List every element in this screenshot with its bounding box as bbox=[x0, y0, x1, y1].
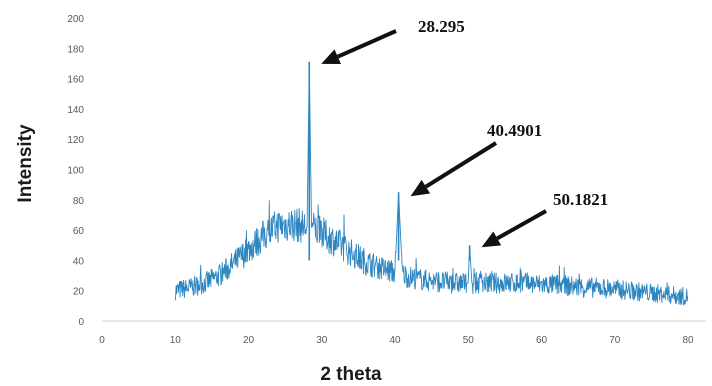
plot-area bbox=[174, 61, 689, 306]
diffraction-trace bbox=[174, 64, 689, 306]
y-tick-label: 180 bbox=[67, 44, 84, 55]
y-tick-label: 200 bbox=[67, 14, 84, 25]
peak-label: 50.1821 bbox=[553, 190, 608, 209]
x-tick-label: 30 bbox=[316, 335, 328, 346]
y-tick-label: 160 bbox=[67, 75, 84, 86]
x-tick-label: 70 bbox=[609, 335, 621, 346]
peak-label: 28.295 bbox=[418, 17, 465, 36]
x-tick-label: 10 bbox=[170, 335, 182, 346]
annotation-arrow-shaft bbox=[424, 141, 498, 189]
y-axis-title: Intensity bbox=[15, 124, 36, 203]
y-tick-label: 100 bbox=[67, 166, 84, 177]
x-axis-ticks: 0 10 20 30 40 50 60 70 80 bbox=[99, 335, 694, 346]
y-tick-label: 140 bbox=[67, 105, 84, 116]
y-axis-ticks: 0 20 40 60 80 100 120 140 160 180 200 bbox=[67, 14, 84, 328]
x-tick-label: 40 bbox=[389, 335, 401, 346]
y-tick-label: 0 bbox=[78, 317, 84, 328]
annotation-arrow-shaft bbox=[336, 29, 397, 59]
y-tick-label: 120 bbox=[67, 135, 84, 146]
x-tick-label: 80 bbox=[682, 335, 694, 346]
x-tick-label: 60 bbox=[536, 335, 548, 346]
peak-annotations: 28.295 40.4901 50.1821 bbox=[321, 17, 608, 248]
peak-label: 40.4901 bbox=[487, 121, 542, 140]
y-tick-label: 80 bbox=[73, 196, 85, 207]
x-tick-label: 20 bbox=[243, 335, 255, 346]
y-tick-label: 40 bbox=[73, 256, 85, 267]
y-tick-label: 60 bbox=[73, 226, 85, 237]
annotation-arrow-shaft bbox=[496, 209, 547, 241]
y-tick-label: 20 bbox=[73, 287, 85, 298]
x-tick-label: 0 bbox=[99, 335, 105, 346]
x-axis-title: 2 theta bbox=[320, 364, 382, 385]
annotation-arrow-head bbox=[410, 179, 431, 197]
x-tick-label: 50 bbox=[463, 335, 475, 346]
annotation-arrow-head bbox=[481, 231, 502, 248]
annotation-arrow-head bbox=[321, 49, 341, 64]
